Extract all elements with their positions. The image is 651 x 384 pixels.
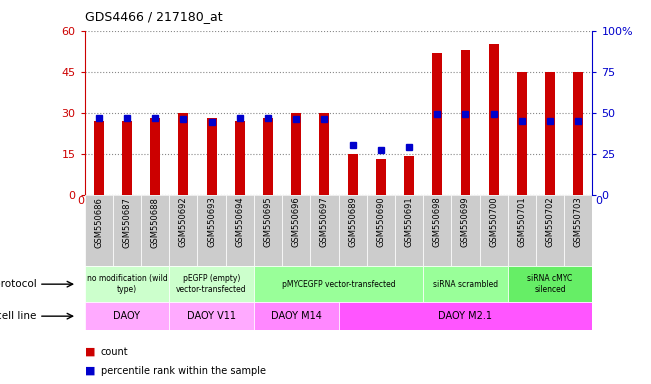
Bar xyxy=(320,113,329,195)
Bar xyxy=(489,45,499,195)
Text: GSM550694: GSM550694 xyxy=(235,197,244,247)
Bar xyxy=(178,113,188,195)
Text: GSM550691: GSM550691 xyxy=(404,197,413,247)
Bar xyxy=(254,302,339,330)
Bar xyxy=(169,195,197,266)
Text: GSM550702: GSM550702 xyxy=(546,197,555,247)
Bar xyxy=(254,195,282,266)
Bar xyxy=(404,156,414,195)
Bar xyxy=(85,266,169,302)
Text: DAOY: DAOY xyxy=(113,311,141,321)
Text: GSM550692: GSM550692 xyxy=(179,197,188,247)
Text: cell line: cell line xyxy=(0,311,36,321)
Text: ■: ■ xyxy=(85,366,95,376)
Bar xyxy=(226,195,254,266)
Text: pEGFP (empty)
vector-transfected: pEGFP (empty) vector-transfected xyxy=(176,275,247,294)
Bar xyxy=(113,195,141,266)
Bar xyxy=(423,266,508,302)
Text: GSM550700: GSM550700 xyxy=(489,197,498,247)
Text: GDS4466 / 217180_at: GDS4466 / 217180_at xyxy=(85,10,222,23)
Bar xyxy=(169,302,254,330)
Text: GSM550688: GSM550688 xyxy=(150,197,159,248)
Text: GSM550686: GSM550686 xyxy=(94,197,104,248)
Bar xyxy=(395,195,423,266)
Bar xyxy=(85,302,169,330)
Bar xyxy=(508,195,536,266)
Text: 0: 0 xyxy=(595,196,602,206)
Text: GSM550687: GSM550687 xyxy=(122,197,132,248)
Text: siRNA scrambled: siRNA scrambled xyxy=(433,280,498,289)
Text: GSM550693: GSM550693 xyxy=(207,197,216,247)
Text: GSM550695: GSM550695 xyxy=(264,197,273,247)
Text: ■: ■ xyxy=(85,347,95,357)
Bar xyxy=(235,121,245,195)
Bar xyxy=(348,154,357,195)
Bar xyxy=(206,118,217,195)
Bar xyxy=(367,195,395,266)
Bar xyxy=(451,195,480,266)
Bar xyxy=(564,195,592,266)
Text: GSM550699: GSM550699 xyxy=(461,197,470,247)
Text: GSM550701: GSM550701 xyxy=(518,197,527,247)
Bar xyxy=(254,266,423,302)
Text: count: count xyxy=(101,347,128,357)
Bar xyxy=(311,195,339,266)
Text: DAOY M14: DAOY M14 xyxy=(271,311,322,321)
Text: siRNA cMYC
silenced: siRNA cMYC silenced xyxy=(527,275,573,294)
Text: DAOY V11: DAOY V11 xyxy=(187,311,236,321)
Bar xyxy=(536,195,564,266)
Bar xyxy=(263,118,273,195)
Text: GSM550689: GSM550689 xyxy=(348,197,357,247)
Bar xyxy=(423,195,451,266)
Text: 0: 0 xyxy=(77,196,85,206)
Bar xyxy=(545,72,555,195)
Text: GSM550698: GSM550698 xyxy=(433,197,442,247)
Bar xyxy=(339,195,367,266)
Bar xyxy=(141,195,169,266)
Bar xyxy=(376,159,386,195)
Bar xyxy=(291,113,301,195)
Bar xyxy=(432,53,442,195)
Bar xyxy=(282,195,311,266)
Text: protocol: protocol xyxy=(0,279,36,289)
Bar xyxy=(460,50,471,195)
Text: GSM550690: GSM550690 xyxy=(376,197,385,247)
Text: DAOY M2.1: DAOY M2.1 xyxy=(439,311,492,321)
Bar xyxy=(480,195,508,266)
Text: GSM550703: GSM550703 xyxy=(574,197,583,247)
Bar xyxy=(508,266,592,302)
Bar xyxy=(517,72,527,195)
Bar xyxy=(150,118,160,195)
Bar xyxy=(339,302,592,330)
Bar xyxy=(122,121,132,195)
Text: pMYCEGFP vector-transfected: pMYCEGFP vector-transfected xyxy=(282,280,395,289)
Bar xyxy=(85,195,113,266)
Bar xyxy=(169,266,254,302)
Bar xyxy=(197,195,226,266)
Bar xyxy=(94,121,104,195)
Text: no modification (wild
type): no modification (wild type) xyxy=(87,275,167,294)
Bar xyxy=(574,72,583,195)
Text: percentile rank within the sample: percentile rank within the sample xyxy=(101,366,266,376)
Text: GSM550697: GSM550697 xyxy=(320,197,329,247)
Text: GSM550696: GSM550696 xyxy=(292,197,301,247)
